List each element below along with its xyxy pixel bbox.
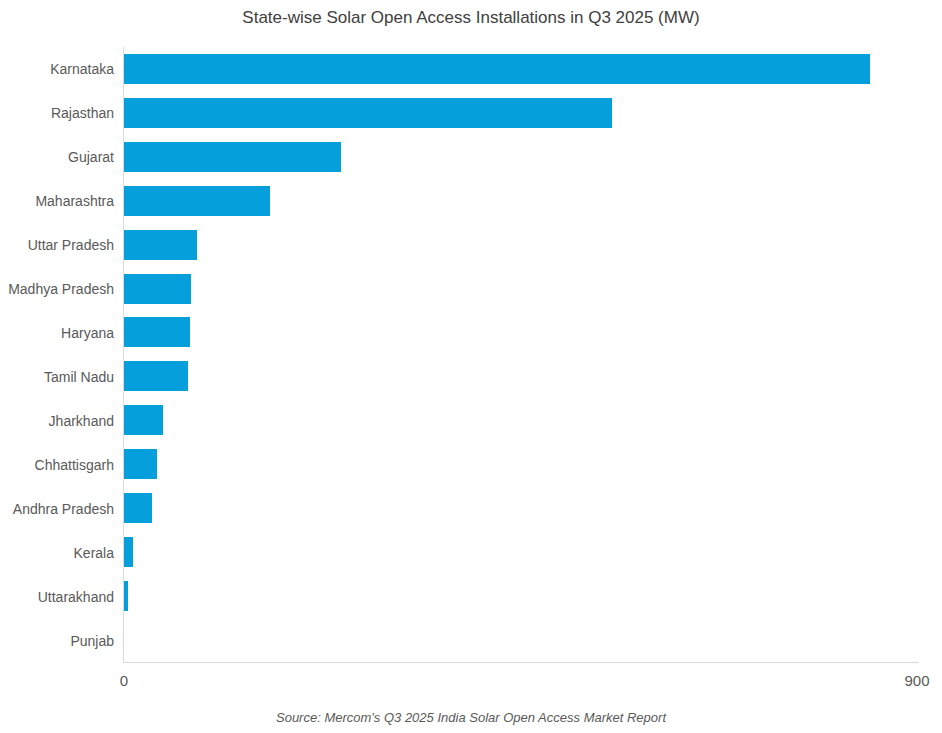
category-label: Gujarat [0, 135, 114, 179]
category-label: Karnataka [0, 47, 114, 91]
bar-row [124, 311, 919, 355]
bar-rows [124, 47, 919, 662]
category-axis: KarnatakaRajasthanGujaratMaharashtraUtta… [0, 47, 114, 663]
bar-row [124, 486, 919, 530]
bar-row [124, 135, 919, 179]
bar-row [124, 267, 919, 311]
bar-row [124, 530, 919, 574]
category-label: Jharkhand [0, 399, 114, 443]
bar-row [124, 574, 919, 618]
plot-area [123, 47, 919, 663]
bar-row [124, 354, 919, 398]
bar [124, 317, 190, 347]
bar [124, 361, 188, 391]
category-label: Chhattisgarh [0, 443, 114, 487]
bar [124, 186, 270, 216]
source-note: Source: Mercom's Q3 2025 India Solar Ope… [0, 710, 942, 725]
bar [124, 230, 197, 260]
x-axis-tick-0: 0 [120, 672, 128, 689]
category-label: Kerala [0, 531, 114, 575]
category-label: Maharashtra [0, 179, 114, 223]
bar-row [124, 442, 919, 486]
bar-row [124, 398, 919, 442]
bar [124, 54, 870, 84]
chart-title: State-wise Solar Open Access Installatio… [0, 6, 942, 30]
bar [124, 142, 341, 172]
category-label: Tamil Nadu [0, 355, 114, 399]
category-label: Madhya Pradesh [0, 267, 114, 311]
bar-row [124, 618, 919, 662]
bar [124, 274, 191, 304]
category-label: Andhra Pradesh [0, 487, 114, 531]
chart-canvas: State-wise Solar Open Access Installatio… [0, 0, 942, 733]
bar-row [124, 47, 919, 91]
bar-row [124, 179, 919, 223]
bar [124, 405, 163, 435]
bar [124, 537, 133, 567]
category-label: Punjab [0, 619, 114, 663]
bar [124, 98, 612, 128]
bar-row [124, 91, 919, 135]
bar [124, 581, 128, 611]
bar-row [124, 223, 919, 267]
category-label: Uttarakhand [0, 575, 114, 619]
category-label: Rajasthan [0, 91, 114, 135]
bar [124, 493, 152, 523]
bar [124, 449, 157, 479]
category-label: Uttar Pradesh [0, 223, 114, 267]
category-label: Haryana [0, 311, 114, 355]
x-axis-tick-900: 900 [904, 672, 929, 689]
